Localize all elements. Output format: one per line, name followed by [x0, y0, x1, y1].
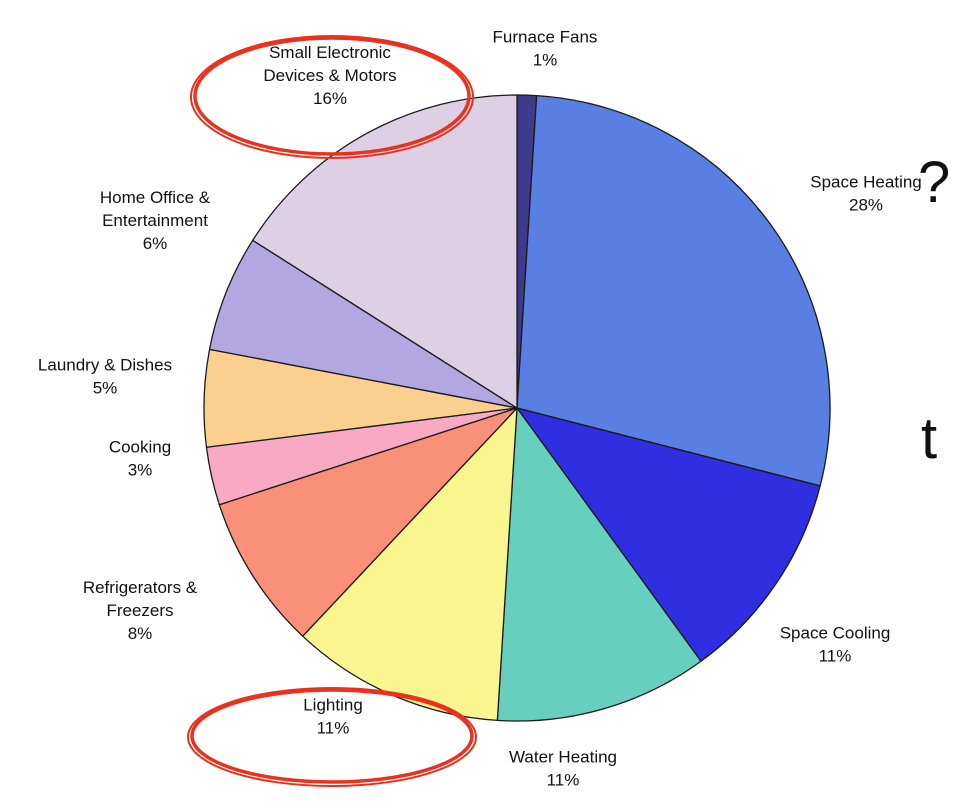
edge-glyph-letter: t [921, 406, 937, 471]
pie-label-line: 11% [819, 647, 852, 666]
highlight-ellipse-lighting [190, 688, 474, 784]
pie-label-cooking: Cooking 3% [109, 438, 171, 480]
highlight-ellipses [187, 35, 477, 787]
highlight-ellipse-small-electronic-devices-and-motors [193, 36, 471, 156]
pie-labels: Furnace Fans 1% Space Heating 28% Space Cool… [38, 28, 922, 790]
pie-label-line: 3% [128, 461, 153, 480]
pie-label-line: Lighting [303, 696, 363, 715]
pie-label-furnace-fans: Furnace Fans 1% [493, 28, 598, 70]
pie-label-line: 1% [533, 51, 558, 70]
pie-label-line: Small Electronic [269, 43, 391, 62]
highlight-ellipse-small-electronic-devices-and-motors [190, 35, 474, 159]
edge-glyph-question: ? [918, 150, 950, 215]
pie-label-line: Water Heating [509, 748, 617, 767]
pie-slice-water-heating [496, 407, 702, 722]
pie-label-line: Entertainment [102, 211, 208, 230]
pie-label-line: Devices & Motors [263, 66, 396, 85]
pie-slice-home-office-and-entertainment [208, 239, 518, 409]
pie-slice-refrigerators-and-freezers [218, 407, 518, 637]
pie-label-line: 11% [547, 771, 580, 790]
pie-label-line: 28% [849, 196, 883, 215]
pie-label-line: Laundry & Dishes [38, 356, 172, 375]
pie-label-line: 11% [317, 719, 350, 738]
pie-label-space-cooling: Space Cooling 11% [780, 624, 891, 666]
pie-label-line: 5% [93, 379, 118, 398]
pie-label-space-heating: Space Heating 28% [810, 173, 922, 215]
pie-slice-space-cooling [516, 407, 821, 662]
pie-label-line: Space Cooling [780, 624, 891, 643]
pie-label-lighting: Lighting 11% [303, 696, 363, 738]
pie-label-line: Furnace Fans [493, 28, 598, 47]
pie-label-line: Cooking [109, 438, 171, 457]
pie-label-water-heating: Water Heating 11% [509, 748, 617, 790]
pie-label-small-electronic-devices-and-motors: Small Electronic Devices & Motors 16% [263, 43, 396, 108]
pie-label-line: Space Heating [810, 173, 922, 192]
pie-label-line: Home Office & [100, 188, 211, 207]
pie-label-refrigerators-and-freezers: Refrigerators & Freezers 8% [83, 578, 198, 643]
highlight-ellipse-lighting [187, 687, 477, 787]
pie-slice-space-heating [516, 94, 831, 487]
pie-slice-small-electronic-devices-and-motors [252, 94, 518, 409]
pie-label-line: 16% [313, 89, 347, 108]
pie-label-line: 6% [143, 234, 168, 253]
pie-label-line: Refrigerators & [83, 578, 198, 597]
pie-label-laundry-and-dishes: Laundry & Dishes 5% [38, 356, 172, 398]
pie-label-line: Freezers [106, 601, 173, 620]
pie-label-home-office-and-entertainment: Home Office & Entertainment 6% [100, 188, 211, 253]
pie-slices [203, 94, 831, 722]
pie-label-line: 8% [128, 624, 153, 643]
